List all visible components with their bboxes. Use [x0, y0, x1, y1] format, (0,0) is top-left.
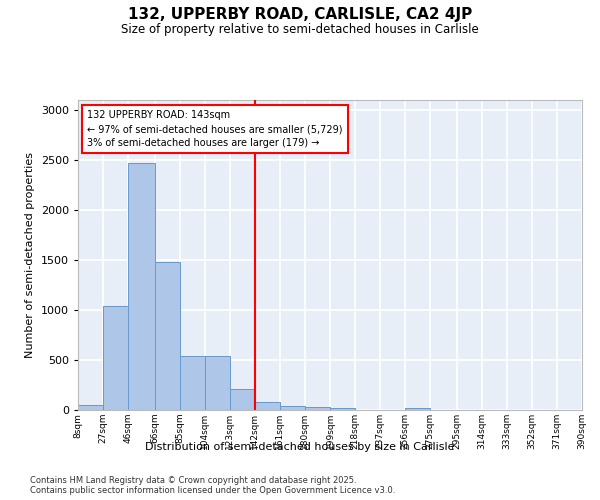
Bar [405, 408, 430, 410]
Bar [330, 408, 355, 410]
Bar [155, 262, 179, 410]
Bar [103, 306, 128, 410]
Bar [230, 389, 255, 410]
Text: 132, UPPERBY ROAD, CARLISLE, CA2 4JP: 132, UPPERBY ROAD, CARLISLE, CA2 4JP [128, 8, 472, 22]
Text: Contains HM Land Registry data © Crown copyright and database right 2025.
Contai: Contains HM Land Registry data © Crown c… [30, 476, 395, 495]
Y-axis label: Number of semi-detached properties: Number of semi-detached properties [25, 152, 35, 358]
Text: Size of property relative to semi-detached houses in Carlisle: Size of property relative to semi-detach… [121, 22, 479, 36]
Bar [255, 402, 280, 410]
Bar [78, 405, 103, 410]
Text: 132 UPPERBY ROAD: 143sqm
← 97% of semi-detached houses are smaller (5,729)
3% of: 132 UPPERBY ROAD: 143sqm ← 97% of semi-d… [87, 110, 343, 148]
Bar [128, 163, 155, 410]
Bar [205, 356, 230, 410]
Text: Distribution of semi-detached houses by size in Carlisle: Distribution of semi-detached houses by … [145, 442, 455, 452]
Bar [280, 406, 305, 410]
Bar [179, 356, 205, 410]
Bar [305, 406, 330, 410]
